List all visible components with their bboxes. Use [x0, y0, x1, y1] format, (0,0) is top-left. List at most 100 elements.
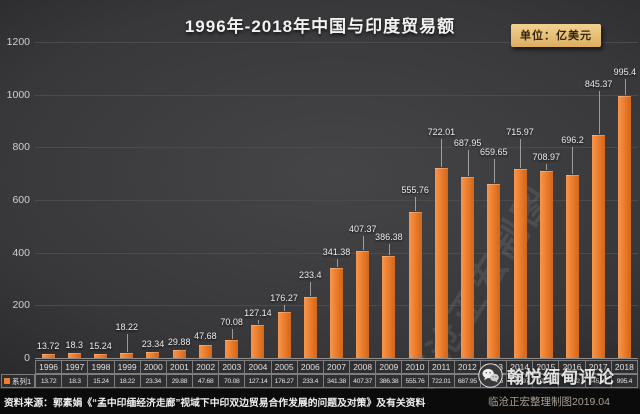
bar-2009: [382, 256, 396, 358]
year-cell-2007: 2007: [324, 361, 351, 373]
bar-value-label: 23.34: [141, 338, 165, 349]
bar-2015: [539, 171, 553, 358]
year-cell-2009: 2009: [376, 361, 403, 373]
wechat-icon: [478, 363, 503, 388]
bar-value-label: 407.37: [348, 223, 377, 234]
bar-value-label: 722.01: [427, 126, 456, 137]
value-cell-2005: 176.27: [272, 375, 298, 387]
label-leader-line: [336, 259, 338, 268]
bar-value-label: 233.4: [299, 269, 322, 280]
bar-value-label: 70.08: [220, 316, 243, 327]
label-leader-line: [624, 78, 626, 95]
bar-2000: [146, 351, 160, 358]
bar-value-label: 708.97: [532, 152, 560, 163]
y-tick-label-0: 0: [24, 352, 30, 364]
bar-2016: [565, 174, 579, 358]
y-tick-label-200: 200: [12, 299, 30, 312]
bar-value-label: 13.72: [36, 341, 60, 352]
bar-value-label: 341.38: [322, 247, 351, 258]
label-leader-line: [284, 304, 286, 311]
y-tick-label-1200: 1200: [6, 36, 30, 48]
footer-bar: 资料来源：郭素娟《“孟中印缅经济走廊”视域下中印双边贸易合作发展的问题及对策》及…: [0, 389, 640, 414]
year-cell-2012: 2012: [455, 361, 481, 373]
gridline-0: [35, 358, 638, 359]
bar-value-label: 386.38: [375, 232, 403, 243]
chart-title: 1996年-2018年中国与印度贸易额: [184, 17, 456, 36]
value-cell-1997: 18.3: [62, 375, 89, 387]
value-cell-2017: 845.37: [586, 375, 612, 387]
bar-value-label: 18.3: [65, 340, 84, 351]
bar-2013: [487, 184, 501, 358]
series-legend: 系列1: [1, 374, 35, 388]
year-cell-2015: 2015: [533, 361, 560, 373]
year-cell-2008: 2008: [350, 361, 377, 373]
label-leader-line: [310, 281, 312, 296]
value-cell-2004: 127.14: [245, 375, 272, 387]
year-cell-2017: 2017: [586, 361, 612, 373]
value-cell-2011: 722.01: [429, 375, 455, 387]
series-name: 系列1: [12, 376, 32, 386]
year-cell-2018: 2018: [614, 362, 634, 372]
wechat-watermark-text: 翰悦缅甸评论: [507, 368, 615, 387]
label-leader-line: [493, 159, 495, 184]
year-cell-2002: 2002: [193, 361, 220, 373]
gridline-800: [35, 147, 638, 149]
value-cell-1996: 13.72: [36, 375, 63, 387]
value-cell-1998: 15.24: [88, 375, 115, 387]
value-cell-2008: 407.37: [350, 375, 377, 387]
bar-value-label: 555.76: [401, 184, 429, 195]
bar-value-label: 47.68: [194, 331, 217, 342]
wechat-watermark: 翰悦缅甸评论: [478, 363, 615, 388]
year-cell-2010: 2010: [402, 361, 429, 373]
gridline-400: [35, 252, 638, 254]
bar-1996: [41, 354, 55, 358]
year-cell-2000: 2000: [141, 361, 167, 373]
value-cell-2007: 341.38: [324, 375, 351, 387]
y-tick-label-800: 800: [12, 141, 30, 154]
bar-1999: [120, 353, 134, 358]
value-cell-2015: 708.97: [533, 375, 560, 387]
year-cell-1999: 1999: [115, 361, 141, 373]
label-leader-line: [415, 196, 417, 211]
year-cell-2003: 2003: [219, 361, 246, 373]
label-leader-line: [257, 319, 259, 324]
value-cell-2018: 995.4: [616, 377, 633, 385]
value-cell-2014: 715.97: [507, 375, 534, 387]
label-leader-line: [441, 138, 443, 167]
bar-2002: [198, 345, 212, 358]
bar-value-label: 29.88: [167, 337, 191, 348]
bar-value-label: 127.14: [244, 307, 272, 318]
label-leader-line: [546, 164, 548, 171]
value-cell-1999: 18.22: [115, 375, 141, 387]
value-cell-2016: 696.2: [559, 375, 586, 387]
label-leader-line: [572, 146, 574, 174]
value-cell-2001: 29.88: [167, 375, 194, 387]
y-tick-label-600: 600: [12, 194, 30, 206]
label-leader-line: [467, 149, 469, 176]
bar-2003: [225, 339, 239, 358]
value-cell-2006: 233.4: [298, 375, 324, 387]
bar-value-label: 687.95: [453, 137, 482, 148]
value-cell-2009: 386.38: [376, 375, 403, 387]
bar-2018: [618, 95, 632, 358]
unit-badge: 单位：亿美元: [511, 24, 601, 47]
year-cell-2001: 2001: [167, 361, 194, 373]
bar-value-label: 845.37: [584, 79, 613, 90]
year-cell-2006: 2006: [298, 361, 324, 373]
credit-text: 临沧正宏整理制图2019.04: [488, 396, 610, 408]
y-tick-label-400: 400: [12, 246, 30, 259]
label-leader-line: [362, 235, 364, 250]
bar-2012: [461, 176, 475, 358]
year-cell-2014: 2014: [507, 361, 534, 373]
year-cell-1997: 1997: [62, 361, 89, 373]
bar-2008: [356, 250, 370, 358]
bar-value-label: 659.65: [480, 147, 508, 158]
bar-2007: [330, 268, 343, 358]
gridline-1200: [35, 42, 638, 43]
bar-value-label: 176.27: [270, 292, 298, 303]
bar-2001: [172, 350, 186, 358]
value-cell-2010: 555.76: [402, 375, 429, 387]
year-cell-2005: 2005: [272, 361, 298, 373]
value-cell-2012: 687.95: [455, 375, 481, 387]
label-leader-line: [231, 328, 233, 339]
